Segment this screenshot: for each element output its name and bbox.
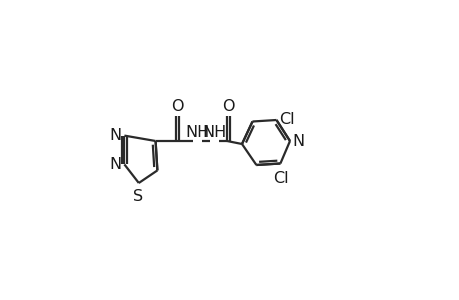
Text: N: N [109, 128, 121, 143]
Text: O: O [171, 99, 183, 114]
Text: Cl: Cl [273, 171, 289, 186]
Text: NH: NH [202, 125, 226, 140]
Text: N: N [109, 157, 121, 172]
Text: Cl: Cl [278, 112, 294, 127]
Text: NH: NH [185, 125, 209, 140]
Text: N: N [292, 134, 304, 148]
Text: O: O [222, 99, 234, 114]
Text: S: S [133, 189, 143, 204]
